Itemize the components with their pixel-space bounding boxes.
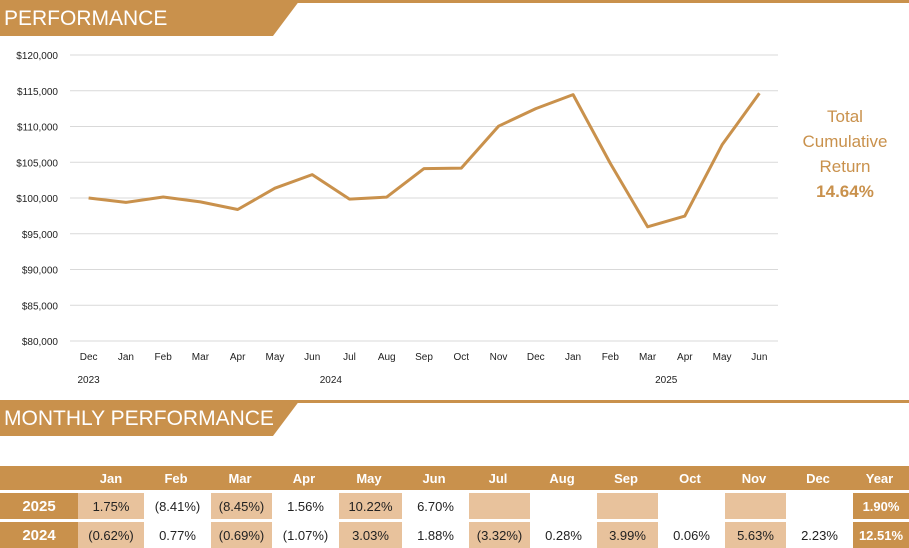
year-total-cell: 1.90% [850, 490, 909, 519]
month-return-cell: 3.99% [594, 519, 658, 548]
month-return-cell: (8.41%) [144, 490, 208, 519]
y-tick-label: $105,000 [16, 158, 58, 169]
month-return-cell: (3.32%) [466, 519, 530, 548]
x-tick-label: Aug [378, 352, 396, 363]
y-tick-label: $90,000 [22, 266, 59, 277]
month-return-cell: (0.62%) [78, 519, 144, 548]
x-tick-label: Jul [343, 352, 356, 363]
performance-banner: PERFORMANCE [0, 0, 909, 36]
column-header: Jul [466, 466, 530, 490]
row-year: 2024 [0, 519, 78, 548]
column-header: Sep [594, 466, 658, 490]
callout-line-1: Total [827, 107, 863, 126]
callout-value: 14.64% [816, 182, 874, 201]
month-return-cell: 3.03% [336, 519, 402, 548]
column-header: Year [850, 466, 909, 490]
callout-line-2: Cumulative [802, 132, 888, 151]
month-return-cell [658, 490, 722, 519]
month-return-cell: 1.75% [78, 490, 144, 519]
x-tick-label: Sep [415, 352, 433, 363]
x-tick-label: Feb [155, 352, 173, 363]
y-tick-label: $100,000 [16, 194, 58, 205]
year-label: 2023 [78, 375, 101, 386]
monthly-performance-table: Jan Feb Mar Apr May Jun Jul Aug Sep Oct Nov Dec Year… [0, 466, 909, 548]
table-header-row: Jan Feb Mar Apr May Jun Jul Aug Sep Oct Nov Dec Year [0, 466, 909, 490]
month-return-cell [786, 490, 850, 519]
y-tick-label: $120,000 [16, 51, 58, 62]
y-tick-label: $95,000 [22, 230, 59, 241]
series-line [88, 92, 761, 229]
x-tick-label: Nov [490, 352, 508, 363]
column-header: Oct [658, 466, 722, 490]
column-header: Mar [208, 466, 272, 490]
y-tick-label: $85,000 [22, 301, 59, 312]
x-tick-label: May [265, 352, 284, 363]
table-row: 2024 (0.62%) 0.77% (0.69%) (1.07%) 3.03% 1.88%… [0, 519, 909, 548]
y-tick-label: $110,000 [17, 123, 58, 134]
performance-line-chart: $80,000 $85,000 $90,000 $95,000 $100,000 $105… [16, 51, 778, 386]
x-tick-label: Apr [230, 352, 246, 363]
callout-line-3: Return [819, 157, 871, 176]
year-label: 2025 [655, 375, 678, 386]
x-tick-label: Feb [602, 352, 620, 363]
total-cumulative-return: Total Cumulative Return 14.64% [790, 104, 900, 204]
column-header: May [336, 466, 402, 490]
month-return-cell: 5.63% [722, 519, 786, 548]
month-return-cell: 0.06% [658, 519, 722, 548]
banner-rule [0, 0, 909, 3]
month-return-cell: 2.23% [786, 519, 850, 548]
row-year: 2025 [0, 490, 78, 519]
x-tick-label: Jan [118, 352, 134, 363]
column-header: Apr [272, 466, 336, 490]
x-tick-label: Oct [453, 352, 469, 363]
x-tick-label: Mar [639, 352, 657, 363]
banner-rule [0, 400, 909, 403]
x-tick-label: May [713, 352, 732, 363]
month-return-cell: 1.88% [402, 519, 466, 548]
column-header [0, 466, 78, 490]
month-return-cell: (1.07%) [272, 519, 336, 548]
column-header: Feb [144, 466, 208, 490]
performance-title: PERFORMANCE [0, 0, 300, 36]
month-return-cell [530, 490, 594, 519]
year-label: 2024 [320, 375, 343, 386]
month-return-cell: 10.22% [336, 490, 402, 519]
month-return-cell: (8.45%) [208, 490, 272, 519]
column-header: Dec [786, 466, 850, 490]
month-return-cell: (0.69%) [208, 519, 272, 548]
month-return-cell [466, 490, 530, 519]
month-return-cell: 1.56% [272, 490, 336, 519]
month-return-cell [722, 490, 786, 519]
month-return-cell: 0.77% [144, 519, 208, 548]
monthly-title: MONTHLY PERFORMANCE [0, 400, 300, 436]
x-tick-label: Jun [751, 352, 767, 363]
month-return-cell: 6.70% [402, 490, 466, 519]
x-tick-label: Mar [192, 352, 210, 363]
x-tick-label: Dec [80, 352, 98, 363]
year-total-cell: 12.51% [850, 519, 909, 548]
x-tick-label: Apr [677, 352, 693, 363]
x-tick-label: Dec [527, 352, 545, 363]
month-return-cell: 0.28% [530, 519, 594, 548]
y-tick-label: $80,000 [22, 337, 59, 348]
x-tick-label: Jan [565, 352, 581, 363]
column-header: Jun [402, 466, 466, 490]
column-header: Nov [722, 466, 786, 490]
column-header: Aug [530, 466, 594, 490]
y-tick-label: $115,000 [17, 87, 58, 98]
monthly-banner: MONTHLY PERFORMANCE [0, 400, 909, 436]
column-header: Jan [78, 466, 144, 490]
month-return-cell [594, 490, 658, 519]
x-tick-label: Jun [304, 352, 320, 363]
table-row: 2025 1.75% (8.41%) (8.45%) 1.56% 10.22% 6.70% 1… [0, 490, 909, 519]
